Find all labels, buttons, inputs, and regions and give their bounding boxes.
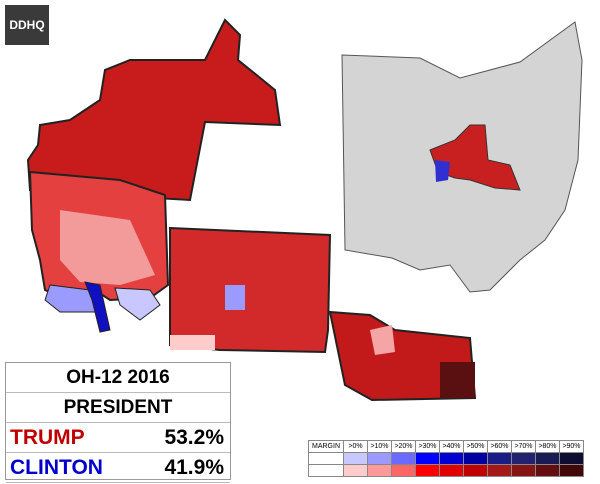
- candidate-list: TRUMP 53.2% CLINTON 41.9%: [6, 423, 230, 483]
- district-map: [26, 18, 477, 402]
- legend-swatch: [343, 452, 368, 465]
- legend-swatch: [439, 464, 464, 477]
- legend-label: >50%: [463, 440, 488, 453]
- results-title: OH-12 2016: [6, 363, 230, 393]
- legend-header: MARGIN >0% >10% >20% >30% >40% >50% >60% >70% >80…: [308, 440, 584, 453]
- legend-swatch: [367, 452, 392, 465]
- legend-title: MARGIN: [308, 440, 344, 453]
- legend-swatch: [559, 464, 584, 477]
- legend-label: >0%: [343, 440, 368, 453]
- legend-label: >10%: [367, 440, 392, 453]
- legend-swatch: [391, 452, 416, 465]
- legend-row: [308, 464, 584, 477]
- legend-swatch: [343, 464, 368, 477]
- legend-swatch: [367, 464, 392, 477]
- legend-row: [308, 452, 584, 465]
- candidate-row: TRUMP 53.2%: [6, 423, 230, 453]
- logo-box: [5, 5, 49, 45]
- legend-swatch: [487, 464, 512, 477]
- logo: DDHQ: [9, 18, 44, 32]
- legend-label: >60%: [487, 440, 512, 453]
- legend-label: >20%: [391, 440, 416, 453]
- candidate-name: CLINTON: [10, 455, 103, 479]
- legend-swatch: [439, 452, 464, 465]
- legend-label: >70%: [511, 440, 536, 453]
- candidate-pct: 53.2%: [164, 425, 224, 449]
- legend-swatch: [391, 464, 416, 477]
- legend-swatch: [463, 464, 488, 477]
- ohio-map: [341, 21, 583, 293]
- legend-label: >90%: [559, 440, 584, 453]
- legend-swatch: [511, 464, 536, 477]
- legend-swatch: [415, 464, 440, 477]
- legend-swatch: [487, 452, 512, 465]
- candidate-pct: 41.9%: [164, 455, 224, 479]
- legend-swatch: [511, 452, 536, 465]
- results-box: OH-12 2016 PRESIDENT TRUMP 53.2% CLINTON 41…: [5, 362, 231, 483]
- legend-swatch: [463, 452, 488, 465]
- legend-label: >40%: [439, 440, 464, 453]
- legend-swatch: [559, 452, 584, 465]
- candidate-name: TRUMP: [10, 425, 85, 449]
- legend-blank: [308, 464, 344, 477]
- legend-label: >80%: [535, 440, 560, 453]
- legend-label: >30%: [415, 440, 440, 453]
- legend-swatch: [535, 452, 560, 465]
- results-office: PRESIDENT: [6, 393, 230, 423]
- legend-swatch: [415, 452, 440, 465]
- legend: MARGIN >0% >10% >20% >30% >40% >50% >60% >70% >80…: [308, 440, 584, 477]
- legend-swatch: [535, 464, 560, 477]
- candidate-row: CLINTON 41.9%: [6, 453, 230, 483]
- legend-blank: [308, 452, 344, 465]
